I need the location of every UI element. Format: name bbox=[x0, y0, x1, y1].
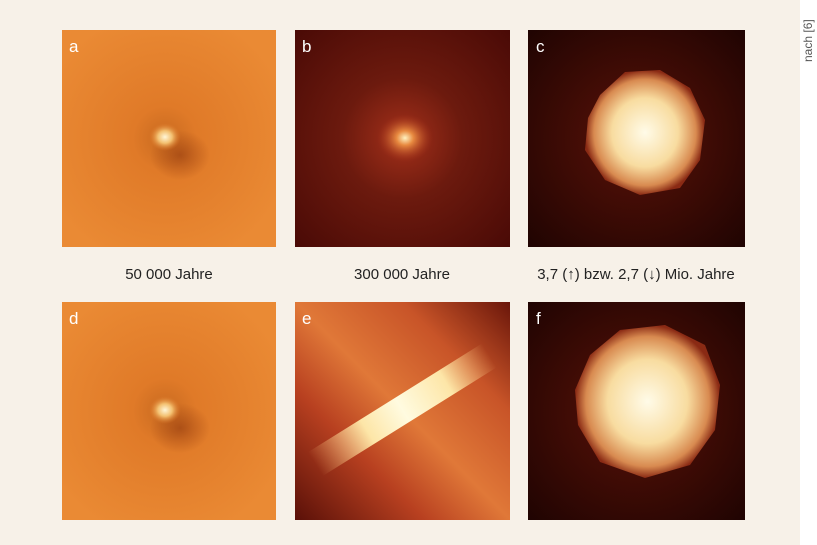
panel-label: e bbox=[302, 309, 311, 328]
caption: 50 000 Jahre bbox=[125, 266, 213, 283]
caption: 300 000 Jahre bbox=[354, 266, 450, 283]
panel-label: c bbox=[536, 37, 545, 56]
image-detail bbox=[149, 396, 181, 424]
image-detail bbox=[149, 123, 181, 151]
panel-label: b bbox=[302, 37, 311, 56]
figure: a b c d e f 50 000 Jahre 300 000 Jahre 3… bbox=[0, 0, 817, 545]
image-detail bbox=[377, 114, 433, 162]
source-note: nach [6] bbox=[801, 19, 815, 62]
caption: 3,7 (↑) bzw. 2,7 (↓) Mio. Jahre bbox=[537, 266, 735, 283]
panel-label: d bbox=[69, 309, 78, 328]
page: a b c d e f 50 000 Jahre 300 000 Jahre 3… bbox=[0, 0, 817, 545]
panel-label: a bbox=[69, 37, 79, 56]
panel-label: f bbox=[536, 309, 541, 328]
